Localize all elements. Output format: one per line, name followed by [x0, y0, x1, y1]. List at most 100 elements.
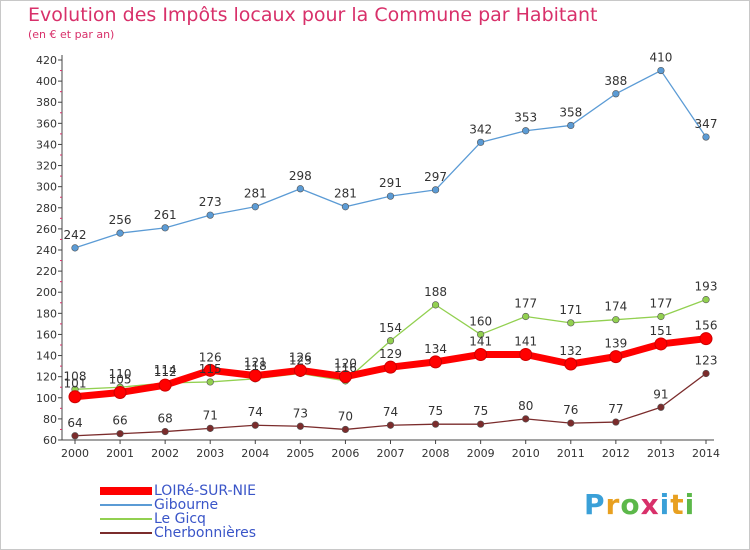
data-point	[654, 337, 668, 351]
logo-letter: t	[670, 488, 685, 521]
data-point	[477, 330, 485, 339]
y-tick-label: 220	[36, 265, 57, 278]
legend-label: Le Gicq	[154, 511, 206, 527]
data-point	[612, 316, 620, 324]
data-point	[71, 244, 79, 252]
legend-swatch	[100, 504, 152, 506]
data-label: 120	[334, 357, 357, 371]
data-point	[522, 127, 530, 135]
data-point	[338, 370, 352, 384]
data-label: 108	[64, 369, 87, 383]
data-point	[386, 421, 395, 429]
data-label: 151	[649, 324, 672, 338]
data-point	[68, 390, 82, 404]
data-label: 132	[559, 344, 582, 358]
data-label: 261	[154, 208, 177, 222]
data-label: 123	[695, 354, 718, 368]
data-point	[293, 363, 307, 377]
data-label: 242	[64, 228, 87, 242]
data-point	[567, 121, 575, 130]
x-tick-label: 2004	[241, 447, 269, 460]
data-label: 116	[334, 361, 357, 375]
x-tick-label: 2006	[331, 447, 359, 460]
legend-label: Cherbonnières	[154, 525, 257, 541]
x-tick-label: 2014	[692, 447, 720, 460]
data-point	[251, 203, 259, 211]
data-point	[702, 369, 710, 378]
data-point	[477, 138, 485, 146]
legend-swatch	[100, 532, 152, 534]
data-label: 256	[109, 213, 132, 227]
data-label: 75	[428, 404, 443, 418]
data-label: 121	[244, 356, 267, 370]
data-label: 281	[244, 187, 267, 201]
data-label: 64	[67, 416, 82, 430]
data-point	[564, 357, 578, 371]
legend-swatch	[100, 518, 152, 520]
data-label: 66	[112, 414, 127, 428]
data-label: 70	[338, 409, 353, 423]
data-point	[386, 337, 395, 345]
data-point	[522, 312, 530, 321]
data-label: 110	[109, 367, 132, 381]
y-tick-label: 360	[36, 117, 57, 130]
data-label: 193	[695, 280, 718, 294]
data-point	[657, 312, 665, 321]
data-label: 298	[289, 169, 312, 183]
data-label: 73	[293, 406, 308, 420]
y-tick-label: 420	[36, 54, 57, 67]
proxiti-logo: Proxiti	[584, 488, 695, 521]
data-point	[567, 319, 575, 327]
x-tick-label: 2012	[602, 447, 630, 460]
data-label: 141	[469, 335, 492, 349]
data-point	[384, 360, 397, 374]
data-label: 177	[514, 297, 537, 311]
data-label: 273	[199, 195, 222, 209]
x-tick-label: 2011	[557, 447, 585, 460]
data-point	[71, 432, 79, 440]
data-point	[341, 203, 350, 211]
y-tick-label: 300	[36, 181, 57, 194]
data-label: 134	[424, 342, 447, 356]
y-tick-label: 100	[36, 392, 57, 405]
data-label: 74	[383, 405, 398, 419]
data-point	[341, 425, 350, 434]
data-label: 123	[289, 354, 312, 368]
data-point	[248, 369, 262, 383]
data-label: 156	[695, 319, 718, 333]
y-tick-label: 80	[43, 413, 57, 426]
data-point	[657, 403, 665, 411]
data-point	[296, 185, 304, 193]
data-point	[702, 296, 710, 304]
data-label: 80	[518, 399, 533, 413]
data-label: 126	[289, 350, 312, 364]
data-point	[161, 224, 169, 232]
data-label: 358	[559, 105, 582, 119]
y-tick-label: 340	[36, 138, 57, 151]
data-point	[567, 419, 575, 427]
data-point	[116, 229, 124, 237]
data-point	[477, 420, 485, 428]
data-point	[431, 186, 440, 194]
data-label: 297	[424, 170, 447, 184]
data-point	[251, 421, 259, 429]
logo-letter: i	[659, 488, 671, 521]
data-point	[431, 301, 440, 309]
data-point	[206, 211, 214, 219]
data-label: 388	[604, 74, 627, 88]
data-label: 141	[514, 335, 537, 349]
x-tick-label: 2000	[61, 447, 89, 460]
chart-title: Evolution des Impôts locaux pour la Comm…	[28, 4, 598, 26]
data-point	[431, 420, 440, 428]
data-point	[612, 90, 620, 98]
data-label: 353	[514, 111, 537, 125]
x-tick-label: 2003	[196, 447, 224, 460]
data-point	[702, 133, 710, 141]
data-label: 177	[649, 297, 672, 311]
y-tick-label: 240	[36, 244, 57, 257]
logo-letter: o	[620, 488, 641, 521]
x-tick-label: 2005	[286, 447, 314, 460]
data-label: 114	[154, 363, 177, 377]
